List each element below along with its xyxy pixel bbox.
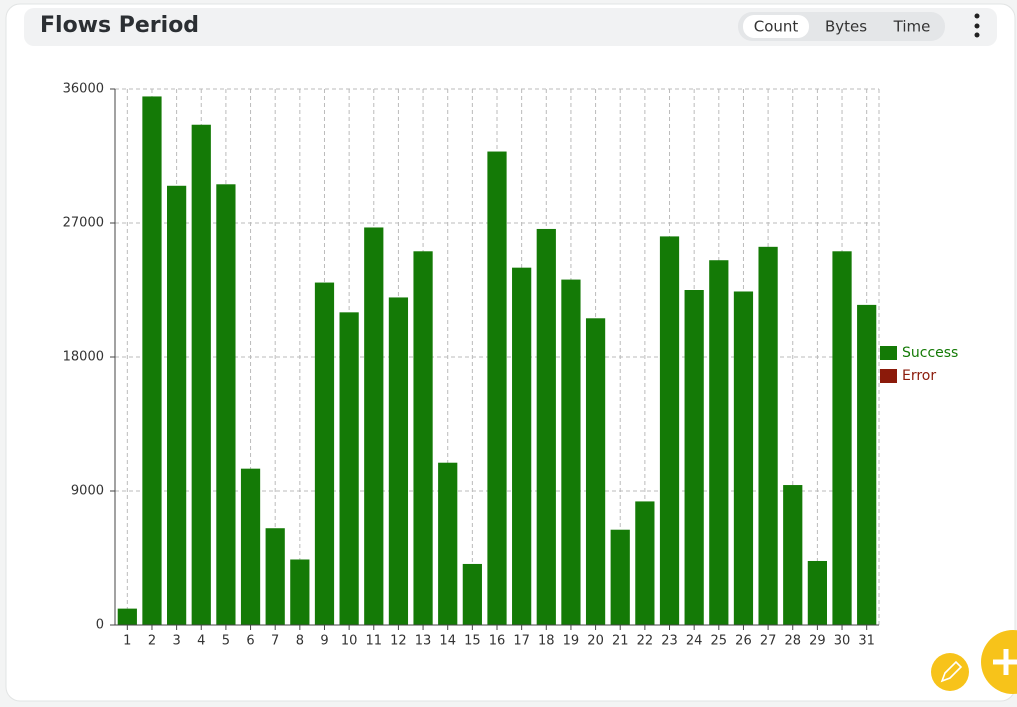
toggle-selected [743,15,809,38]
x-tick-label: 19 [563,634,580,649]
bar [561,279,581,625]
bar [585,318,606,625]
x-tick-label: 20 [587,634,604,649]
bar [314,282,335,625]
x-tick-label: 1 [123,634,131,649]
y-tick-label: 18000 [63,350,104,365]
x-tick-label: 30 [834,634,851,649]
y-tick-label: 27000 [63,216,104,231]
bar [684,290,704,625]
title: Flows Period [40,13,199,38]
bar [142,96,162,625]
legend-item[interactable]: Success [880,345,958,361]
x-tick-label: 27 [760,634,777,649]
y-tick-label: 0 [96,618,104,633]
x-tick-label: 13 [415,634,432,649]
x-tick-label: 28 [784,634,801,649]
bar [783,485,803,625]
bar [364,227,384,625]
bar [758,246,778,626]
bar [709,260,729,625]
toggle-label: Bytes [825,18,867,36]
x-tick-label: 11 [366,634,383,649]
bar [857,304,877,625]
edit-button[interactable] [931,653,969,691]
bar [487,151,507,626]
x-tick-label: 29 [809,634,826,649]
bar [536,228,556,625]
bar [733,291,754,625]
toggle-option[interactable]: Bytes [825,18,867,36]
x-tick-label: 10 [341,634,358,649]
x-tick-label: 5 [222,634,230,649]
pencil-icon [940,660,963,683]
toggle-label: Time [893,18,931,36]
bar [635,501,655,625]
x-tick-label: 14 [439,634,456,649]
legend-swatch [880,346,897,360]
bar [413,251,433,626]
toggle-label: Count [754,18,799,36]
x-tick-label: 23 [661,634,678,649]
x-tick-label: 18 [538,634,555,649]
bar [832,251,852,626]
x-tick-label: 6 [246,634,254,649]
bar [339,312,359,625]
toggle-option[interactable]: Time [893,18,931,36]
legend-item[interactable]: Error [880,368,936,384]
bar [659,236,680,625]
bar [191,124,211,625]
bar [438,462,458,625]
x-tick-label: 16 [489,634,506,649]
dot [974,32,980,38]
bar [512,267,532,625]
dot [974,23,980,29]
bar [807,560,827,625]
bar [610,529,630,625]
legend-label: Error [902,368,936,384]
bar [462,563,482,625]
x-tick-label: 12 [390,634,407,649]
x-tick-label: 15 [464,634,481,649]
menu-button[interactable] [974,13,980,38]
x-tick-label: 22 [637,634,654,649]
legend-swatch [880,369,897,383]
bar [290,559,310,625]
bar [117,608,137,625]
add-button[interactable] [981,630,1017,694]
bar [167,185,187,625]
x-tick-label: 26 [735,634,752,649]
x-tick-label: 9 [320,634,328,649]
x-tick-label: 2 [148,634,156,649]
toggle-option[interactable]: Count [743,15,809,38]
bar [388,297,409,625]
edit-circle [931,653,969,691]
x-tick-label: 8 [296,634,304,649]
plus-icon [993,649,1017,675]
legend-label: Success [902,345,958,361]
x-tick-label: 21 [612,634,629,649]
bar [216,184,236,626]
x-tick-label: 3 [172,634,180,649]
dot [974,13,980,19]
x-tick-label: 7 [271,634,279,649]
y-tick-label: 9000 [71,484,104,499]
x-tick-label: 31 [858,634,875,649]
bar [240,468,261,625]
x-tick-label: 25 [711,634,728,649]
y-tick-label: 36000 [63,82,104,97]
toggle: Count Bytes Time [743,15,930,38]
x-tick-label: 24 [686,634,703,649]
bar [265,528,285,625]
x-tick-label: 17 [513,634,530,649]
x-tick-label: 4 [197,634,205,649]
